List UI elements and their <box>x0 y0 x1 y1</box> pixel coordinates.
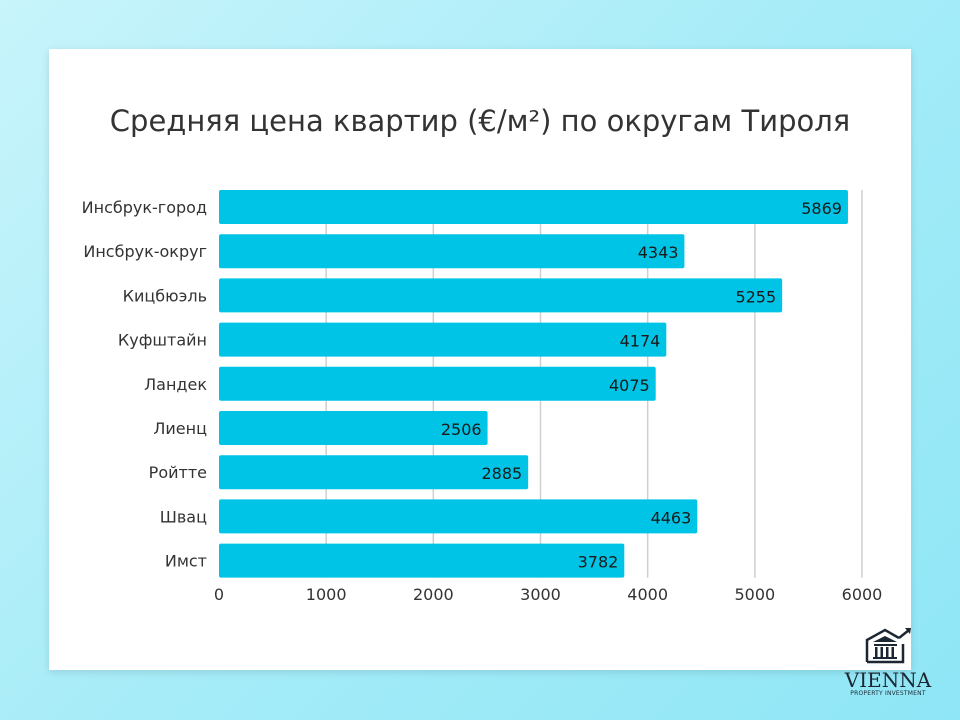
x-tick-label: 0 <box>214 585 224 604</box>
logo: VIENNA PROPERTY INVESTMENT <box>838 626 938 697</box>
category-label: Инсбрук-округ <box>83 242 207 261</box>
category-label: Имст <box>165 552 207 571</box>
x-tick-label: 5000 <box>734 585 775 604</box>
data-label: 4075 <box>609 376 650 395</box>
x-tick-label: 1000 <box>306 585 347 604</box>
chart-title: Средняя цена квартир (€/м²) по округам Т… <box>109 104 851 138</box>
data-label: 5255 <box>735 287 776 306</box>
bar <box>219 366 656 401</box>
data-label: 4463 <box>651 508 692 527</box>
category-label: Ландек <box>144 375 207 394</box>
building-chart-icon <box>865 628 911 664</box>
x-tick-label: 4000 <box>627 585 668 604</box>
category-label: Куфштайн <box>118 331 207 350</box>
category-label: Кицбюэль <box>123 286 207 305</box>
category-label: Инсбрук-город <box>82 198 207 217</box>
category-label: Лиенц <box>153 419 207 438</box>
data-label: 2885 <box>481 464 522 483</box>
bar <box>219 322 667 357</box>
logo-name: VIENNA <box>844 668 932 692</box>
bar <box>219 411 488 445</box>
data-label: 3782 <box>578 553 619 572</box>
data-label: 4343 <box>638 243 679 262</box>
category-label: Швац <box>160 507 207 526</box>
data-label: 2506 <box>441 420 482 439</box>
bar <box>219 455 529 490</box>
data-label: 5869 <box>801 199 842 218</box>
bar <box>219 499 698 534</box>
bar <box>219 543 625 578</box>
bar <box>219 278 783 313</box>
logo-tagline: PROPERTY INVESTMENT <box>850 690 926 697</box>
bar <box>219 234 685 269</box>
bar <box>219 190 848 224</box>
x-tick-label: 3000 <box>520 585 561 604</box>
data-label: 4174 <box>620 332 661 351</box>
x-tick-label: 6000 <box>842 585 883 604</box>
category-label: Ройтте <box>149 463 207 482</box>
x-tick-label: 2000 <box>413 585 454 604</box>
